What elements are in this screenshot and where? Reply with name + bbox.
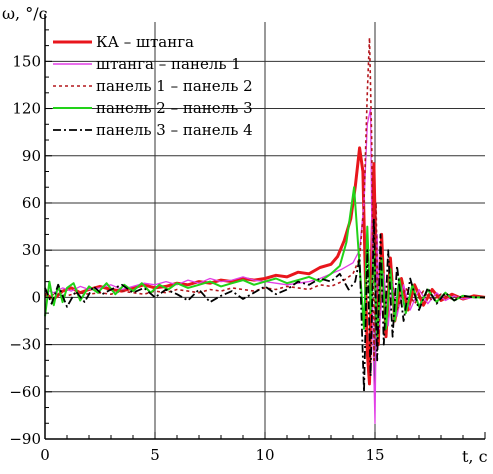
legend: КА – штанга штанга – панель 1 панель 1 – п… — [53, 33, 253, 139]
series-line-4 — [44, 186, 485, 338]
y-tick-label: 90 — [22, 147, 41, 165]
tick-labels: −90 −60 −30 0 30 60 90 120 150 0 5 10 15 — [9, 52, 384, 464]
y-tick-label: 120 — [12, 100, 41, 118]
series-layer — [44, 36, 486, 424]
y-tick-label: 60 — [22, 194, 41, 212]
series-line-5 — [44, 217, 485, 393]
legend-label-3: панель 1 – панель 2 — [96, 77, 253, 95]
y-tick-label: 150 — [12, 52, 41, 70]
y-tick-label: 30 — [22, 241, 41, 259]
y-tick-label: −60 — [9, 383, 41, 401]
y-axis-label: ω, °/c — [2, 4, 48, 23]
x-tick-label: 10 — [255, 446, 274, 464]
plot-frame — [44, 14, 486, 440]
x-axis-label: t, c — [462, 447, 488, 466]
x-tick-label: 15 — [365, 446, 384, 464]
x-tick-label: 0 — [40, 446, 50, 464]
series-line-3 — [44, 36, 485, 362]
legend-label-5: панель 3 – панель 4 — [96, 121, 253, 139]
legend-label-4: панель 2 – панель 3 — [96, 99, 253, 117]
y-tick-label: −30 — [9, 336, 41, 354]
legend-label-2: штанга – панель 1 — [96, 55, 241, 73]
y-tick-label: 0 — [31, 288, 41, 306]
legend-label-1: КА – штанга — [96, 33, 194, 51]
series-line-1 — [44, 146, 486, 386]
x-tick-label: 5 — [150, 446, 160, 464]
y-tick-label: −90 — [9, 430, 41, 448]
grid — [45, 22, 485, 440]
